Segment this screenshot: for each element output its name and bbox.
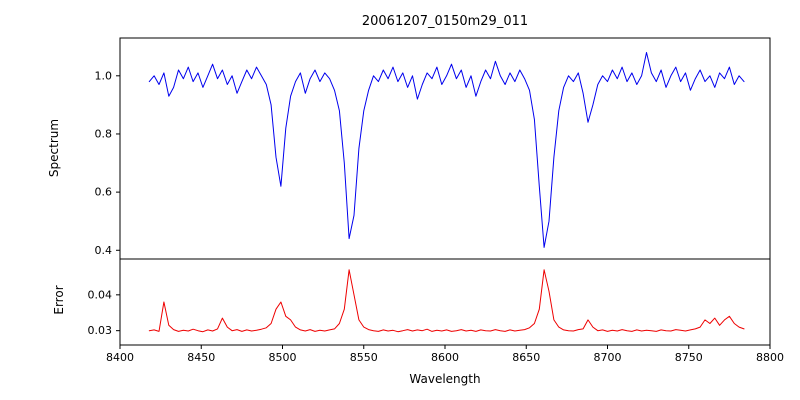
x-tick-label: 8800 xyxy=(756,351,784,364)
spectrum-y-tick-label: 0.8 xyxy=(95,127,113,140)
spectrum-panel-border xyxy=(119,37,771,260)
x-tick-label: 8400 xyxy=(106,351,134,364)
chart-title: 20061207_0150m29_011 xyxy=(361,14,529,29)
spectrum-y-tick-label: 0.6 xyxy=(95,186,113,199)
x-tick-label: 8650 xyxy=(512,351,540,364)
x-tick-label: 8500 xyxy=(269,351,297,364)
x-tick-label: 8600 xyxy=(431,351,459,364)
x-tick-label: 8750 xyxy=(675,351,703,364)
error-panel-border xyxy=(119,258,771,346)
error-line xyxy=(148,269,745,333)
x-tick-label: 8550 xyxy=(350,351,378,364)
spectrum-y-tick-label: 1.0 xyxy=(95,69,113,82)
error-y-tick-label: 0.04 xyxy=(88,288,113,301)
x-axis-label: Wavelength xyxy=(409,372,481,386)
error-y-tick-label: 0.03 xyxy=(88,324,113,337)
x-tick-label: 8450 xyxy=(187,351,215,364)
spectrum-line xyxy=(148,52,745,248)
spectrum-y-tick-label: 0.4 xyxy=(95,244,113,257)
x-tick-label: 8700 xyxy=(594,351,622,364)
